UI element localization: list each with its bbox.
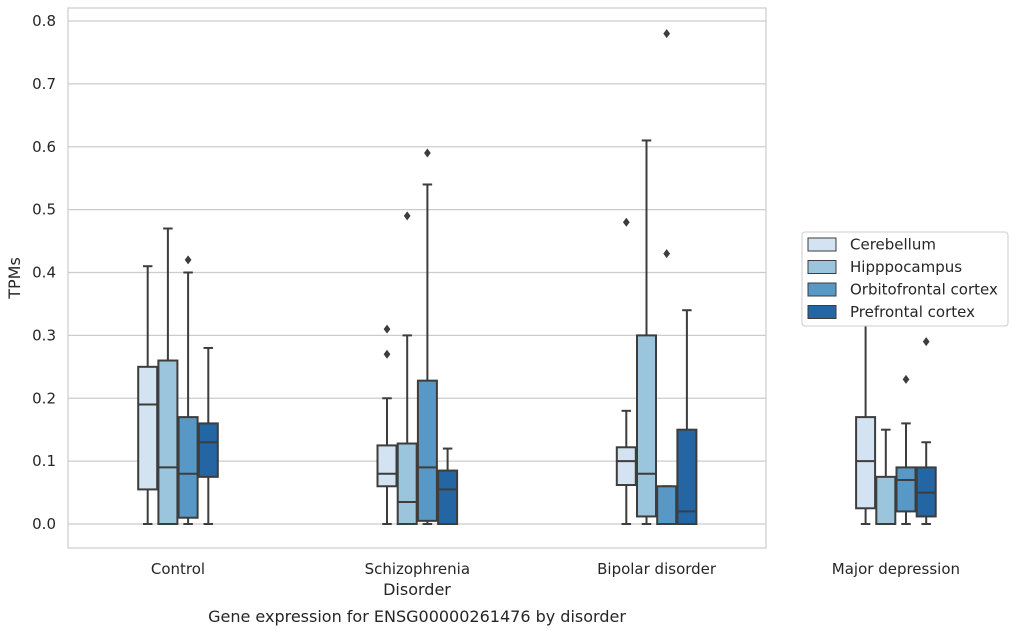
x-tick-labels: Control Schizophrenia Bipolar disorder Majo… — [151, 560, 960, 578]
box-body — [197, 422, 219, 478]
boxes — [137, 29, 937, 525]
box-body — [855, 416, 877, 510]
legend-swatch — [807, 305, 837, 319]
box-prefrontal-cortex — [915, 337, 937, 525]
box-orbitofrontal-cortex — [895, 374, 917, 525]
chart-caption: Gene expression for ENSG00000261476 by d… — [208, 607, 626, 626]
y-axis-label: TPMs — [5, 257, 24, 300]
x-tick-label: Control — [151, 560, 205, 578]
box-body — [875, 475, 897, 525]
outlier-point — [902, 374, 910, 384]
box-body — [636, 334, 657, 518]
y-tick-label: 0.2 — [32, 389, 56, 407]
box-prefrontal-cortex — [197, 346, 219, 525]
outlier-point — [383, 349, 391, 359]
legend-swatch — [807, 282, 837, 297]
box-body — [157, 359, 179, 525]
legend-swatch — [807, 237, 837, 252]
y-tick-label: 0.1 — [32, 452, 56, 470]
outlier-point — [403, 211, 411, 221]
y-tick-label: 0.8 — [32, 12, 56, 30]
x-axis-label: Disorder — [383, 580, 451, 599]
box-cerebellum — [376, 324, 398, 525]
box-prefrontal-cortex — [437, 447, 459, 525]
box-body — [137, 365, 159, 491]
legend-label: Hipppocampus — [850, 258, 962, 276]
legend-frame — [801, 231, 1009, 327]
y-tick-label: 0.0 — [32, 515, 56, 533]
legend-swatch — [807, 260, 837, 274]
box-cerebellum — [615, 217, 637, 525]
box-hipppocampus — [396, 211, 418, 525]
box-body — [376, 444, 398, 488]
box-body — [177, 416, 199, 519]
box-orbitofrontal-cortex — [177, 255, 199, 525]
x-tick-label: Bipolar disorder — [597, 560, 717, 578]
y-tick-labels: 0.0 0.1 0.2 0.3 0.4 0.5 0.6 0.7 0.8 — [32, 12, 56, 533]
x-tick-label: Major depression — [832, 560, 960, 578]
y-tick-label: 0.3 — [32, 326, 56, 344]
box-prefrontal-cortex — [676, 309, 698, 525]
plot-area-frame — [67, 7, 767, 549]
y-tick-label: 0.4 — [32, 264, 56, 282]
legend: Cerebellum Hipppocampus Orbitofrontal cort… — [801, 231, 1009, 327]
outlier-point — [622, 217, 630, 227]
box-body — [676, 428, 698, 525]
box-body — [396, 442, 418, 525]
x-tick-label: Schizophrenia — [365, 560, 470, 578]
legend-label: Cerebellum — [850, 236, 936, 254]
legend-label: Prefrontal cortex — [850, 303, 975, 321]
y-tick-label: 0.7 — [32, 75, 56, 93]
box-body — [416, 379, 438, 522]
outlier-point — [922, 337, 930, 347]
legend-label: Orbitofrontal cortex — [850, 281, 998, 299]
y-tick-label: 0.6 — [32, 138, 56, 156]
y-tick-label: 0.5 — [32, 201, 56, 219]
box-body — [615, 446, 637, 487]
outlier-point — [184, 255, 192, 265]
box-body — [656, 485, 678, 525]
box-body — [895, 466, 917, 513]
box-orbitofrontal-cortex — [656, 29, 678, 525]
box-orbitofrontal-cortex — [416, 148, 438, 525]
box-hipppocampus — [157, 227, 179, 525]
box-hipppocampus — [636, 139, 657, 525]
box-hipppocampus — [875, 428, 897, 525]
box-body — [437, 469, 459, 525]
outlier-point — [663, 249, 671, 259]
outlier-point — [424, 148, 431, 158]
box-cerebellum — [137, 265, 159, 525]
outlier-point — [383, 324, 391, 334]
outlier-point — [663, 29, 671, 39]
